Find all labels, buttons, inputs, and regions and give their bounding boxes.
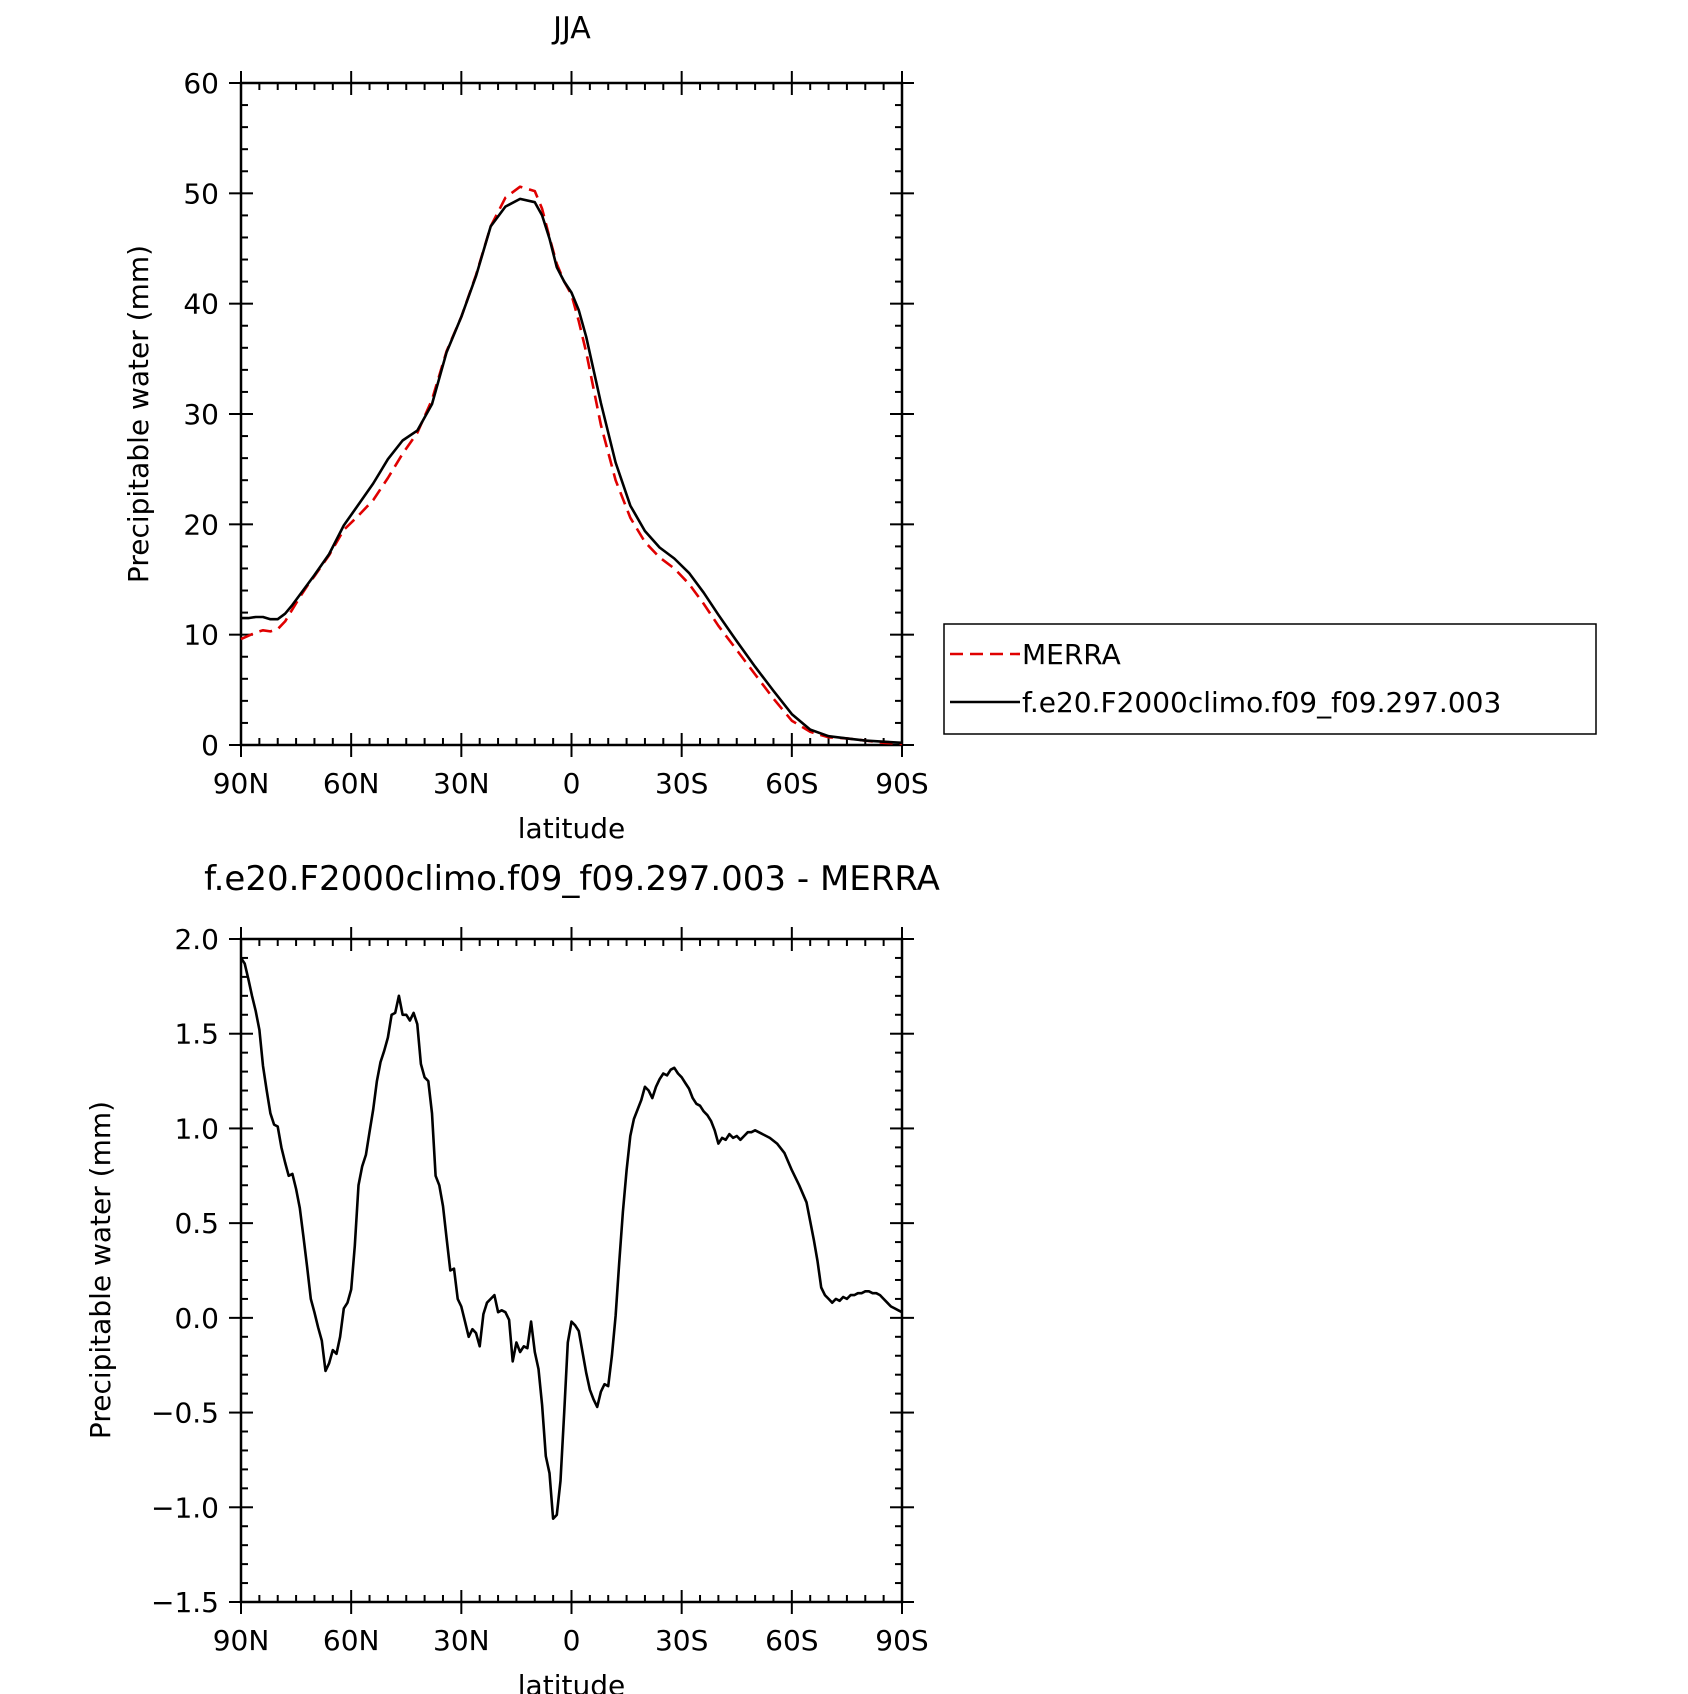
x-tick-label: 30S xyxy=(655,1624,708,1657)
y-tick-label: 1.5 xyxy=(174,1018,219,1051)
y-tick-label: 20 xyxy=(183,508,219,541)
y-tick-label: −1.5 xyxy=(151,1586,219,1619)
chart-title: JJA xyxy=(551,11,591,46)
y-tick-label: 0.5 xyxy=(174,1207,219,1240)
y-tick-label: 1.0 xyxy=(174,1112,219,1145)
y-tick-label: 50 xyxy=(183,177,219,210)
y-tick-label: 40 xyxy=(183,288,219,321)
x-tick-label: 90N xyxy=(213,767,270,800)
y-tick-label: −0.5 xyxy=(151,1397,219,1430)
top-chart: JJA 90N 60N 30N 0 30S 60S 90S latitude 0 10 20 30 40 5… xyxy=(122,11,1597,845)
x-tick-label: 30N xyxy=(433,767,490,800)
x-tick-label: 60N xyxy=(323,1624,380,1657)
x-tick-label: 60S xyxy=(765,767,818,800)
x-tick-label: 60S xyxy=(765,1624,818,1657)
plot-frame xyxy=(239,937,904,1604)
y-axis-label: Precipitable water (mm) xyxy=(84,1101,117,1439)
y-tick-label: 0.0 xyxy=(174,1302,219,1335)
x-tick-label: 90N xyxy=(213,1624,270,1657)
x-tick-label: 0 xyxy=(563,1624,581,1657)
x-tick-label: 90S xyxy=(875,1624,928,1657)
series-line-merra xyxy=(240,185,903,746)
y-tick-label: −1.0 xyxy=(151,1491,219,1524)
x-tick-label: 90S xyxy=(875,767,928,800)
series-line-f-e20-f2000climo-f09-f09-297-003 xyxy=(241,197,903,745)
x-tick-label: 30S xyxy=(655,767,708,800)
y-axis-label: Precipitable water (mm) xyxy=(122,245,155,583)
series-line-difference xyxy=(239,957,903,1520)
legend-box xyxy=(943,623,1597,735)
legend-label: MERRA xyxy=(1022,638,1121,671)
y-tick-label: 10 xyxy=(183,619,219,652)
chart-title: f.e20.F2000climo.f09_f09.297.003 - MERRA xyxy=(204,859,940,899)
x-tick-label: 60N xyxy=(323,767,380,800)
y-tick-label: 30 xyxy=(183,398,219,431)
plot-frame xyxy=(239,81,904,747)
y-tick-label: 60 xyxy=(183,67,219,100)
x-axis-label: latitude xyxy=(518,812,625,845)
x-tick-label: 0 xyxy=(563,767,581,800)
y-tick-label: 0 xyxy=(201,729,219,762)
difference-chart: f.e20.F2000climo.f09_f09.297.003 - MERRA… xyxy=(84,859,940,1694)
x-axis-label: latitude xyxy=(518,1669,625,1694)
x-tick-label: 30N xyxy=(433,1624,490,1657)
legend-label: f.e20.F2000climo.f09_f09.297.003 xyxy=(1022,686,1501,719)
y-tick-label: 2.0 xyxy=(174,923,219,956)
